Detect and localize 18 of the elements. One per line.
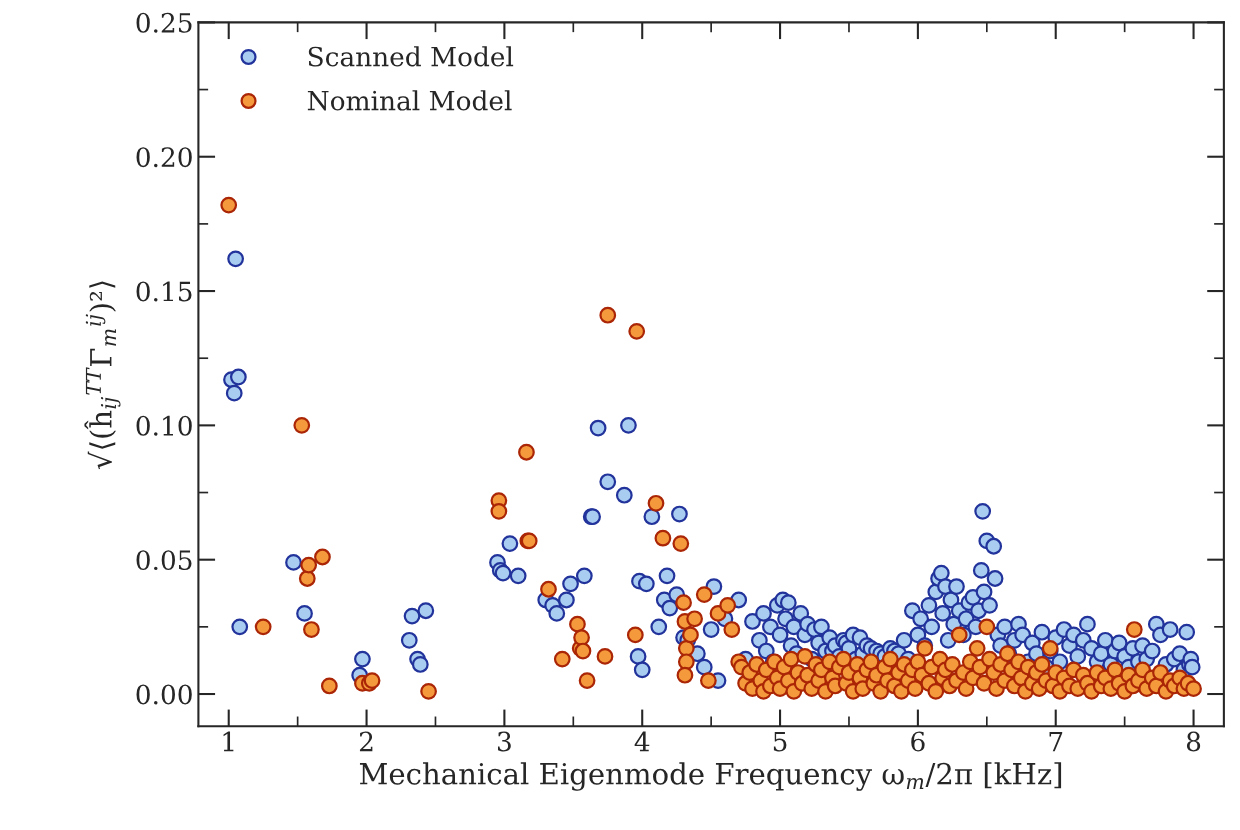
y-tick-label: 0.10 (136, 415, 192, 436)
y-axis-title: √⟨(ĥ$_{ij}$$^{TT}$Γ$_{m}$$^{ij}$)²⟩ (84, 281, 121, 470)
x-tick-label: 3 (498, 731, 511, 752)
y-tick-label: 0.00 (136, 684, 192, 705)
x-tick-label: 7 (1049, 731, 1063, 752)
y-tick-label: 0.05 (136, 550, 192, 571)
x-tick-label: 8 (1186, 731, 1201, 752)
y-tick-label: 0.25 (136, 12, 192, 33)
x-tick-label: 2 (359, 731, 373, 752)
y-tick-label: 0.15 (136, 281, 192, 302)
x-tick-label: 1 (223, 731, 234, 752)
y-tick-label: 0.20 (136, 147, 192, 168)
x-tick-label: 4 (634, 731, 650, 752)
legend-label: Nominal Model (307, 90, 512, 111)
legend-label: Scanned Model (308, 46, 514, 67)
x-axis-title: Mechanical Eigenmode Frequency ω$_{m}$/2π [kHz] (359, 762, 1062, 791)
x-tick-label: 5 (773, 731, 787, 752)
x-tick-label: 6 (911, 731, 925, 752)
